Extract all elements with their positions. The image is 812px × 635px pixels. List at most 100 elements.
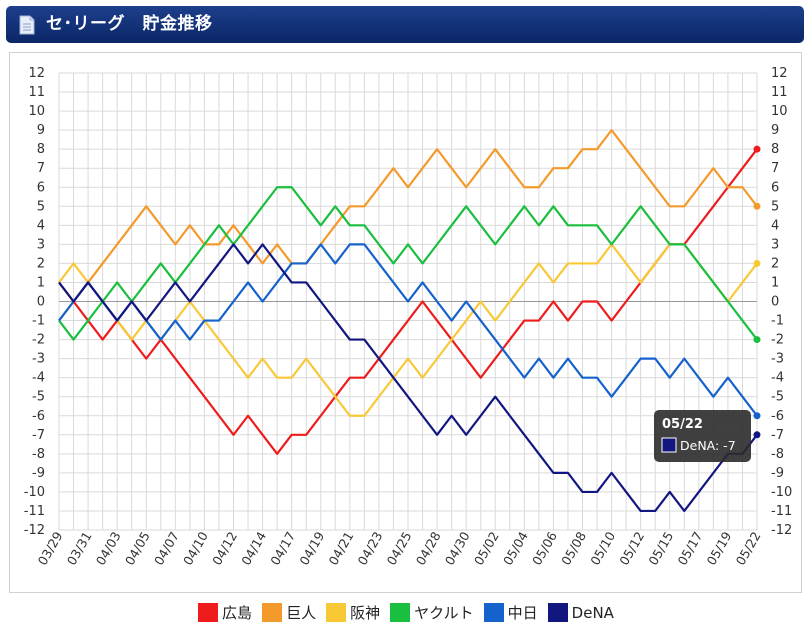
y-tick-label-left: 7 [37,161,45,176]
series-endpoint-広島[interactable] [753,145,761,153]
y-tick-label-right: -4 [771,371,784,386]
y-tick-label-left: 1 [37,275,45,290]
x-tick-label: 04/23 [355,529,386,568]
series-line-DeNA[interactable] [58,243,758,513]
y-tick-label-left: 0 [37,295,45,310]
legend-swatch [483,603,504,622]
x-tick-label: 04/25 [384,529,415,568]
x-tick-label: 04/07 [151,529,182,568]
y-tick-label-left: -4 [32,371,45,386]
legend-swatch [262,603,283,622]
y-tick-label-right: -10 [771,485,792,500]
y-tick-label-left: 4 [37,218,45,233]
x-tick-label: 04/19 [296,529,327,568]
y-tick-label-right: 4 [771,218,779,233]
y-tick-label-left: -9 [32,466,45,481]
document-icon [19,15,35,35]
legend-label: ヤクルト [414,604,474,622]
legend-label: 巨人 [286,604,317,622]
y-tick-label-left: -6 [32,409,45,424]
y-tick-label-right: 7 [771,161,779,176]
legend-label: 阪神 [350,604,381,622]
y-tick-label-left: -3 [32,352,45,367]
y-tick-label-left: -10 [24,485,45,500]
tooltip-date: 05/22 [662,417,703,432]
y-tick-label-right: -9 [771,466,784,481]
y-tick-label-left: 6 [37,180,45,195]
x-tick-label: 04/21 [325,529,356,568]
x-tick-label: 05/17 [674,529,705,568]
y-tick-label-left: -7 [32,428,45,443]
y-tick-label-left: -5 [32,390,45,405]
y-tick-label-left: 2 [37,256,45,271]
y-tick-label-right: 12 [771,66,788,81]
x-tick-label: 04/03 [93,529,124,568]
x-tick-label: 05/12 [616,529,647,568]
x-tick-label: 04/14 [238,529,269,568]
x-tick-label: 04/17 [267,529,298,568]
tooltip-value: DeNA: -7 [680,438,736,453]
x-tick-label: 05/02 [471,529,502,568]
y-tick-label-left: 10 [28,104,45,119]
y-tick-label-left: 8 [37,142,45,157]
tooltip: 05/22 DeNA: -7 [654,410,751,462]
y-tick-label-right: 8 [771,142,779,157]
x-tick-label: 04/30 [442,529,473,568]
legend-item-ヤクルト[interactable]: ヤクルト [390,601,474,625]
x-tick-label: 05/06 [529,529,560,568]
y-tick-label-left: -11 [24,504,45,519]
chart-legend: 広島 巨人 阪神 ヤクルト 中日 DeNA [0,601,812,627]
y-tick-label-right: 11 [771,85,788,100]
x-tick-label: 03/31 [64,529,95,568]
series-endpoint-DeNA[interactable] [753,431,761,439]
legend-swatch [547,603,568,622]
series-line-中日[interactable] [58,243,758,417]
y-tick-label-right: -11 [771,504,792,519]
legend-item-広島[interactable]: 広島 [198,601,252,625]
y-tick-label-left: -8 [32,447,45,462]
x-tick-label: 05/19 [704,529,735,568]
y-tick-label-right: 5 [771,199,779,214]
legend-item-巨人[interactable]: 巨人 [262,601,316,625]
x-tick-label: 04/28 [413,529,444,568]
y-tick-label-right: -6 [771,409,784,424]
legend-item-DeNA[interactable]: DeNA [547,601,614,625]
series-endpoint-中日[interactable] [753,412,761,420]
y-tick-label-right: 9 [771,123,779,138]
legend-label: 広島 [222,604,253,622]
x-tick-label: 05/08 [558,529,589,568]
legend-swatch [326,603,347,622]
y-tick-label-right: -3 [771,352,784,367]
y-tick-label-right: 0 [771,295,779,310]
x-tick-label: 05/10 [587,529,618,568]
x-tick-label: 04/12 [209,529,240,568]
y-tick-label-right: -7 [771,428,784,443]
y-tick-label-right: -1 [771,314,784,329]
y-tick-label-right: 6 [771,180,779,195]
y-tick-label-left: 9 [37,123,45,138]
legend-label: 中日 [507,604,538,622]
legend-swatch [390,603,411,622]
tooltip-box [654,410,751,462]
x-tick-label: 04/05 [122,529,153,568]
y-tick-label-right: 1 [771,275,779,290]
page-title: セ･リーグ 貯金推移 [46,14,213,34]
series-endpoint-ヤクルト[interactable] [753,336,761,344]
tooltip-swatch [661,437,677,453]
y-tick-label-left: -12 [24,523,45,538]
x-tick-label: 05/15 [645,529,676,568]
legend-item-阪神[interactable]: 阪神 [326,601,380,625]
x-tick-label: 05/22 [733,529,764,568]
legend-swatch [198,603,219,622]
x-tick-label: 04/10 [180,529,211,568]
series-endpoint-巨人[interactable] [753,202,761,210]
series-endpoint-阪神[interactable] [753,259,761,267]
series-line-巨人[interactable] [58,129,758,322]
y-tick-label-right: 2 [771,256,779,271]
legend-item-中日[interactable]: 中日 [483,601,538,625]
y-tick-label-left: 12 [28,66,45,81]
y-tick-label-left: 5 [37,199,45,214]
y-tick-label-left: -1 [32,314,45,329]
x-tick-label: 05/04 [500,529,531,568]
